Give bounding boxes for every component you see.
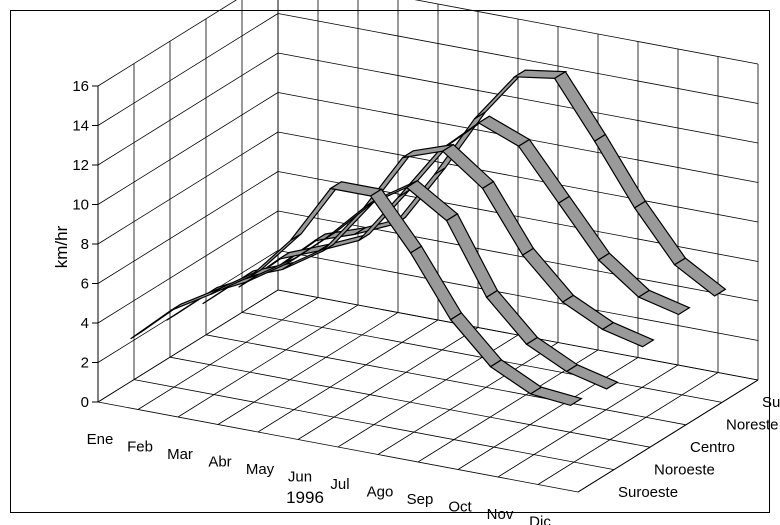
series-centro (202, 143, 655, 348)
series-tick-label: Noroeste (654, 461, 715, 478)
gridline-floor-depth (377, 342, 559, 455)
series-tick-label: Centro (690, 439, 735, 456)
gridline-floor-depth (497, 364, 679, 478)
series-tick-label: Noreste (726, 417, 779, 434)
series-noreste (238, 115, 691, 316)
gridline-floor-month (97, 401, 579, 493)
x-tick-label: Feb (127, 438, 153, 455)
x-tick-label: Ago (367, 483, 394, 500)
gridline-side-h (97, 52, 279, 166)
y-tick-label: 8 (81, 236, 89, 253)
x-axis-title: 1996 (286, 488, 324, 507)
y-tick-label: 2 (81, 355, 89, 372)
x-tick-label: Nov (487, 506, 514, 523)
ribbon-segment (673, 257, 727, 297)
ribbon-segment (409, 245, 463, 321)
series-sureste (274, 69, 727, 297)
gridline-floor-depth (137, 297, 319, 410)
ribbon-segment (485, 289, 539, 346)
ribbon-segment (557, 195, 611, 261)
gridline-side-h (97, 92, 279, 205)
x-tick-label: Dic (529, 513, 551, 525)
ribbon-segment (521, 247, 575, 303)
ribbon-segment (170, 287, 222, 312)
ribbon-segment (525, 336, 579, 373)
gridline-floor-depth (257, 319, 439, 433)
chart-frame (10, 10, 770, 513)
ribbon-segment (561, 294, 615, 331)
ribbon-segment (601, 321, 655, 348)
series-tick-label: Sureste (762, 394, 780, 411)
chart-ribbons (130, 69, 727, 407)
gridline-side-h (97, 171, 279, 284)
chart-gridlines (92, 0, 759, 493)
gridline-side-h (97, 0, 237, 87)
x-tick-label: Abr (208, 453, 231, 470)
y-tick-label: 6 (81, 276, 89, 293)
x-tick-label: Sep (407, 491, 434, 508)
x-tick-label: Mar (167, 446, 193, 463)
series-suroeste (130, 181, 583, 407)
x-tick-label: Oct (448, 498, 472, 515)
y-axis-title: km/hr (52, 225, 71, 268)
gridline-floor-depth (537, 372, 719, 485)
ribbon-segment (441, 143, 495, 190)
gridline-floor-depth (457, 357, 639, 470)
gridline-floor-month (133, 379, 615, 470)
gridline-floor-depth (177, 304, 359, 418)
gridline-floor-depth (217, 312, 399, 425)
gridline-floor-month (169, 356, 651, 448)
gridline-floor-depth (297, 327, 479, 440)
ribbon-segment (597, 252, 651, 298)
ribbon-segment (489, 359, 543, 395)
gridline-side-h (97, 131, 279, 245)
gridline-floor-month (205, 334, 687, 426)
ribbon-segment (529, 386, 583, 407)
ribbon-segment (637, 289, 691, 316)
x-tick-label: May (246, 461, 275, 478)
gridline-side-h (97, 210, 279, 324)
ribbon-segment (565, 364, 619, 390)
x-tick-label: Jun (288, 468, 312, 485)
gridline-side-h (97, 13, 279, 126)
y-tick-label: 0 (81, 394, 89, 411)
x-tick-label: Jul (330, 476, 349, 493)
y-tick-label: 10 (72, 197, 89, 214)
ribbon-segment (517, 138, 571, 204)
y-tick-label: 4 (81, 315, 89, 332)
y-tick-label: 16 (72, 78, 89, 95)
ribbon-segment (445, 213, 499, 299)
axis-depth (577, 379, 759, 493)
gridline-floor-depth (97, 289, 279, 403)
chart-tick-labels: 0 2 4 6 8 10 12 14 16 Ene Feb Mar Abr May Jun Jul Ago Sep… (72, 78, 780, 525)
y-tick-label: 14 (72, 118, 89, 135)
series-tick-label: Suroeste (618, 484, 678, 501)
x-tick-label: Ene (87, 431, 114, 448)
y-tick-label: 12 (72, 157, 89, 174)
